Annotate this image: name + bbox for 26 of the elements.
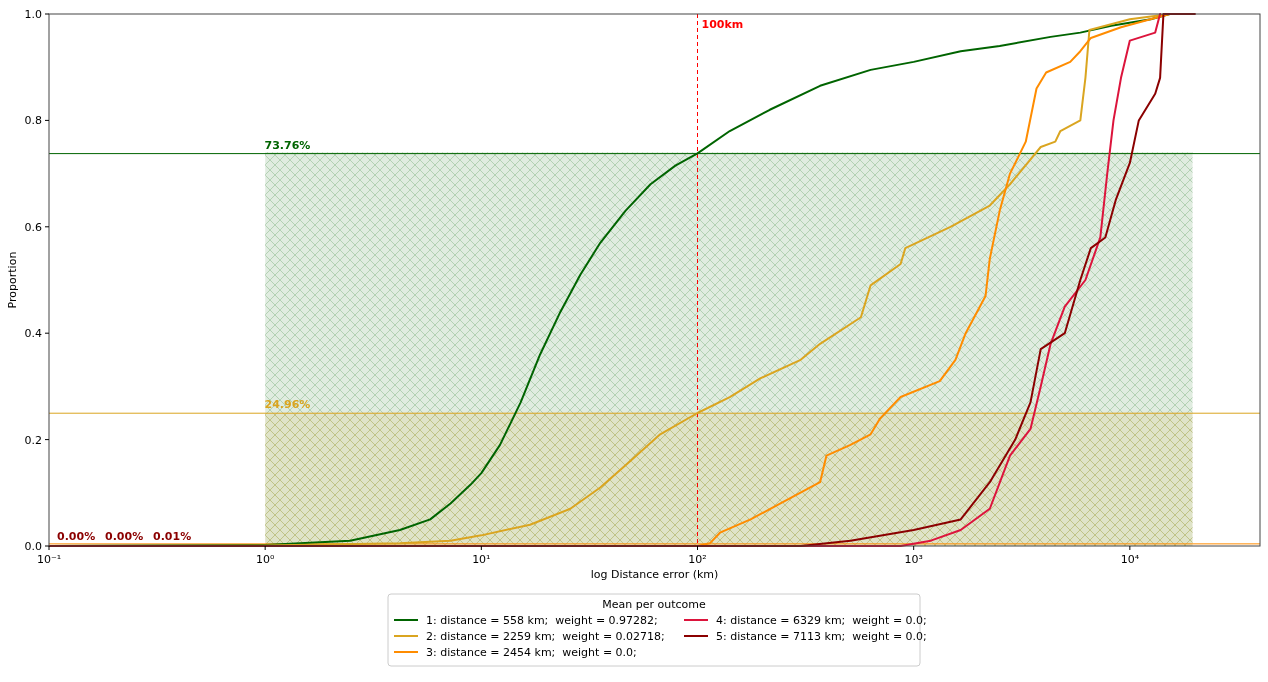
ref-line-label: 100km xyxy=(701,18,744,31)
x-tick-label: 10⁴ xyxy=(1120,553,1140,566)
ref-line-label: 24.96% xyxy=(264,398,311,412)
y-axis-title: Proportion xyxy=(6,251,19,309)
y-tick-label: 0.8 xyxy=(24,114,42,128)
x-axis-title: log Distance error (km) xyxy=(590,568,719,581)
annotation: 0.01% xyxy=(153,530,192,543)
annotation: 0.00% xyxy=(105,530,144,543)
ref-line-label: 73.76% xyxy=(264,138,311,152)
legend-label: 1: distance = 558 km; weight = 0.97282; xyxy=(426,614,658,627)
legend-title: Mean per outcome xyxy=(602,598,706,611)
legend-label: 5: distance = 7113 km; weight = 0.0; xyxy=(716,630,927,643)
x-tick-label: 10⁰ xyxy=(255,553,275,566)
y-tick-label: 0.6 xyxy=(24,220,42,234)
x-tick-label: 10⁻¹ xyxy=(36,553,62,566)
legend-label: 4: distance = 6329 km; weight = 0.0; xyxy=(716,614,927,627)
x-tick-label: 10³ xyxy=(904,553,923,566)
y-tick-label: 0.4 xyxy=(24,327,42,341)
y-tick-label: 0.0 xyxy=(24,540,42,553)
legend-label: 2: distance = 2259 km; weight = 0.02718; xyxy=(426,630,665,643)
y-tick-label: 1.0 xyxy=(24,8,42,21)
annotation: 0.00% xyxy=(57,530,96,543)
x-tick-label: 10¹ xyxy=(472,553,491,566)
y-tick-label: 0.2 xyxy=(24,433,42,447)
legend-label: 3: distance = 2454 km; weight = 0.0; xyxy=(426,646,637,659)
x-tick-label: 10² xyxy=(688,553,707,566)
